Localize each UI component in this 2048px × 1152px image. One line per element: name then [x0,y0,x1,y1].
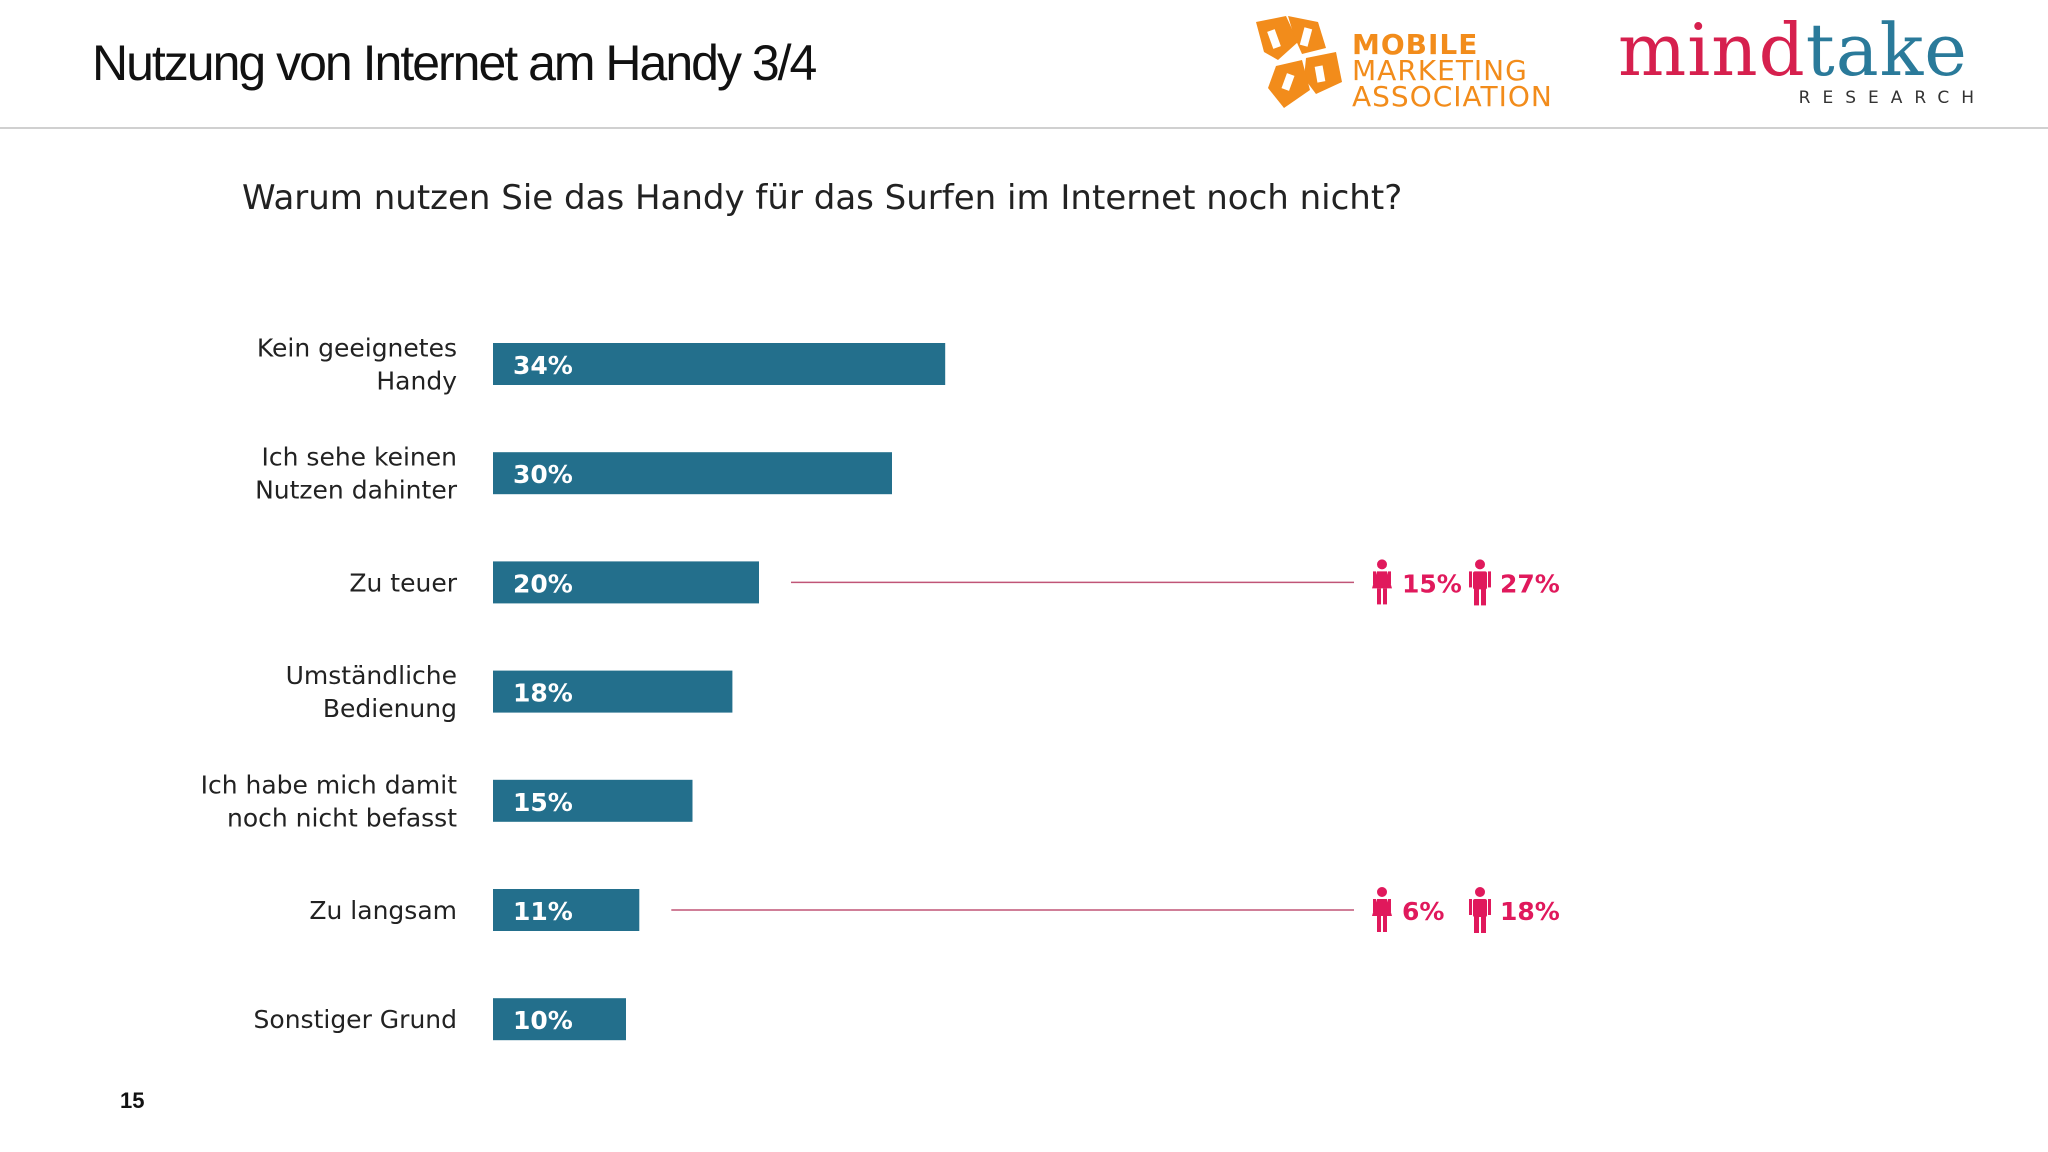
mma-logo: MOBILE MARKETING ASSOCIATION [1246,12,1576,116]
bar-4 [493,779,693,822]
bar-6 [493,998,626,1041]
mma-logo-text: MOBILE MARKETING ASSOCIATION [1352,28,1553,113]
category-label-0-1: Handy [376,367,457,396]
mindtake-logo: mindtake RESEARCH [1618,8,1998,112]
male-share-label-1: 18% [1500,897,1560,926]
mma-logo-line1: MOBILE [1352,28,1479,61]
category-label-5-0: Zu langsam [309,896,457,925]
category-label-3-1: Bedienung [323,694,457,723]
chart-title: Warum nutzen Sie das Handy für das Surfe… [242,178,1403,218]
bar-value-label-6: 10% [513,1006,573,1035]
mindtake-word-part2: take [1805,8,1968,92]
category-label-1-0: Ich sehe keinen [262,443,457,472]
bar-value-label-2: 20% [513,569,573,598]
category-label-4-0: Ich habe mich damit [201,770,458,799]
bar-value-label-4: 15% [513,788,573,817]
male-person-icon [1469,559,1491,606]
bar-0 [493,343,946,385]
page-number: 15 [120,1088,145,1113]
female-share-label-0: 15% [1402,569,1462,598]
mindtake-wordmark: mindtake [1618,8,1968,92]
male-person-icon [1469,887,1491,933]
male-share-label-0: 27% [1500,569,1560,598]
bar-2 [493,561,759,604]
category-label-3-0: Umständliche [286,661,457,690]
mindtake-subtitle: RESEARCH [1798,88,1986,108]
page-title: Nutzung von Internet am Handy 3/4 [92,35,817,91]
bar-value-label-1: 30% [513,460,573,489]
category-label-6-0: Sonstiger Grund [254,1005,457,1034]
female-person-icon [1372,559,1392,605]
mma-logo-mark [1256,16,1342,108]
header-divider [0,127,2048,129]
category-label-1-1: Nutzen dahinter [255,476,458,505]
female-share-label-1: 6% [1402,897,1444,926]
bar-3 [493,670,733,713]
mma-logo-line2: MARKETING [1352,54,1528,87]
category-label-0-0: Kein geeignetes [257,334,457,363]
bar-value-label-3: 18% [513,679,573,708]
bar-value-label-5: 11% [513,897,573,926]
category-label-4-1: noch nicht befasst [227,803,457,832]
mindtake-word-part1: mind [1618,8,1806,92]
bar-1 [493,452,892,495]
mma-logo-line3: ASSOCIATION [1352,80,1553,113]
bar-value-label-0: 34% [513,351,573,380]
female-person-icon [1372,887,1392,932]
category-label-2-0: Zu teuer [349,568,457,597]
bar-5 [493,889,640,931]
